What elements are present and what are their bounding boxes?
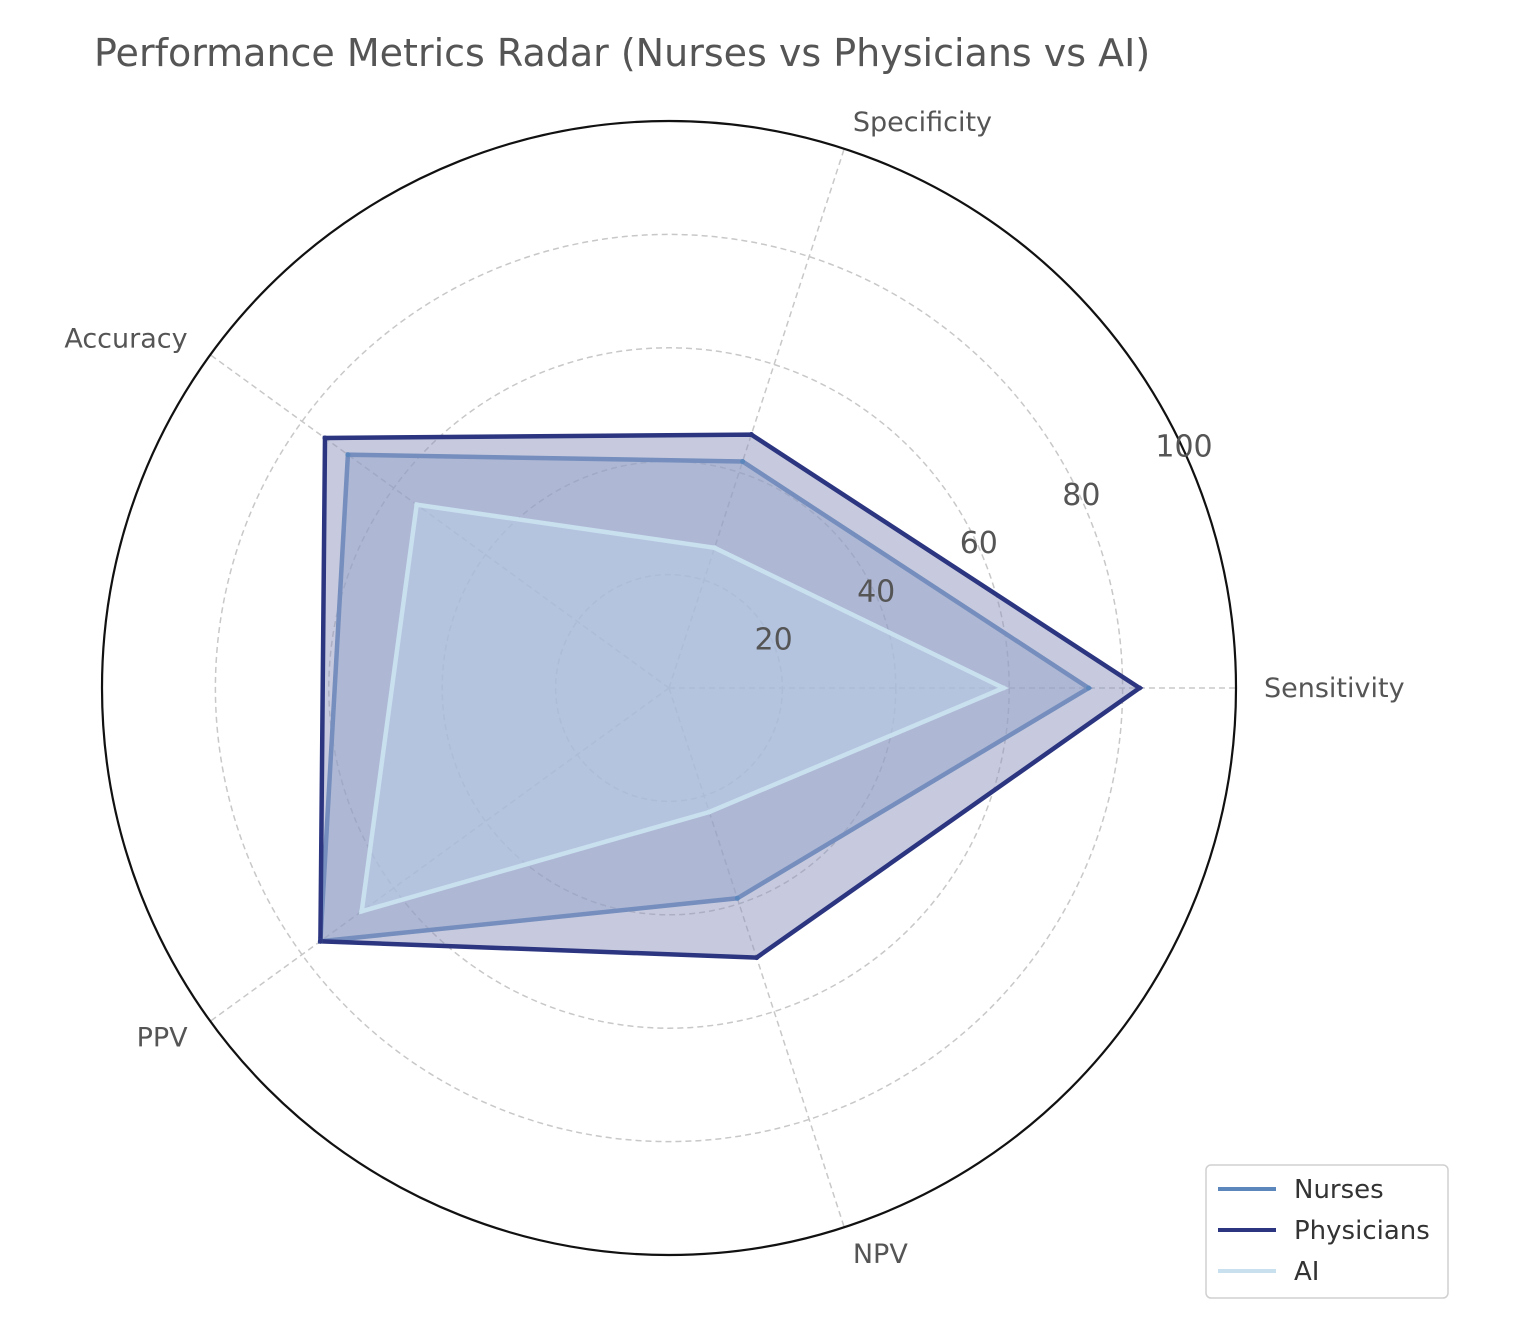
point-ai-npv [706,809,712,815]
point-nurses-specificity [740,459,746,465]
legend-label-nurses: Nurses [1294,1175,1384,1205]
legend-label-physicians: Physicians [1294,1216,1430,1246]
tick-label-20: 20 [755,623,793,658]
legend-item-physicians[interactable]: Physicians [1218,1216,1430,1246]
point-physicians-accuracy [322,435,328,441]
chart-title: Performance Metrics Radar (Nurses vs Phy… [94,31,1150,75]
point-ai-ppv [359,908,365,914]
axis-label-specificity: Specificity [853,107,992,138]
point-physicians-ppv [317,938,323,944]
axis-label-npv: NPV [853,1239,908,1270]
axis-label-accuracy: Accuracy [64,323,187,354]
axis-labels: Sensitivity Specificity Accuracy PPV NPV [64,107,1404,1270]
point-physicians-npv [754,955,760,961]
tick-label-100: 100 [1155,429,1212,464]
tick-label-40: 40 [857,574,895,609]
point-ai-sensitivity [1001,685,1007,691]
point-nurses-sensitivity [1086,685,1092,691]
tick-label-80: 80 [1062,478,1100,513]
outer-frame [100,119,1238,1257]
point-physicians-sensitivity [1137,685,1143,691]
legend-item-nurses[interactable]: Nurses [1218,1175,1384,1205]
axis-label-ppv: PPV [137,1023,189,1054]
series-ai [359,502,1009,915]
radial-tick-labels: 20 40 60 80 100 [755,429,1213,657]
legend-item-ai[interactable]: AI [1218,1257,1319,1287]
legend-frame [1205,1164,1449,1299]
tick-label-60: 60 [960,526,998,561]
point-ai-accuracy [414,502,420,508]
point-ai-specificity [712,545,718,551]
point-nurses-accuracy [345,452,351,458]
legend: Nurses Physicians AI [1205,1164,1449,1299]
point-nurses-npv [734,895,740,901]
point-physicians-specificity [748,432,754,438]
radar-series [317,432,1144,961]
axis-label-sensitivity: Sensitivity [1264,673,1405,704]
legend-label-ai: AI [1294,1257,1319,1287]
